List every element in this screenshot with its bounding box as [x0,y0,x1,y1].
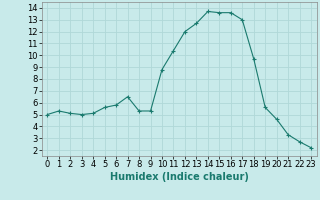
X-axis label: Humidex (Indice chaleur): Humidex (Indice chaleur) [110,172,249,182]
